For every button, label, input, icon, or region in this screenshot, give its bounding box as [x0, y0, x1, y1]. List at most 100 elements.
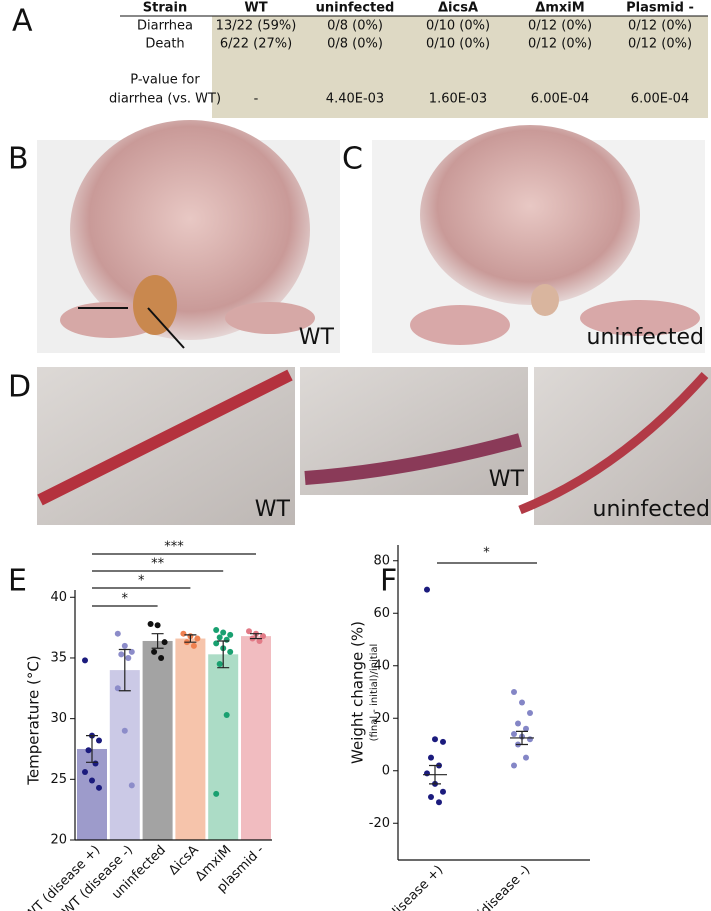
error-bar — [516, 730, 528, 746]
table-cell: 6.00E-04 — [531, 92, 589, 107]
data-point — [128, 782, 135, 789]
significance-label: * — [122, 592, 129, 607]
bar — [241, 636, 271, 840]
table-header: Strain — [143, 1, 187, 16]
data-point — [180, 630, 187, 637]
y-sublabel: (final - initial)/initial — [369, 644, 380, 742]
data-point — [428, 754, 434, 761]
data-point — [428, 794, 434, 800]
data-point — [213, 627, 220, 634]
data-point — [436, 799, 442, 806]
data-point — [220, 629, 227, 636]
table-cell: 6/22 (27%) — [220, 37, 292, 52]
table-header: uninfected — [316, 1, 395, 16]
error-bar — [250, 633, 262, 640]
error-bar — [429, 764, 441, 785]
data-point — [511, 731, 517, 737]
table-header: WT — [244, 1, 267, 16]
data-point — [527, 736, 533, 743]
data-point — [223, 712, 230, 718]
table-cell: 0/8 (0%) — [327, 19, 383, 34]
data-point — [432, 736, 438, 743]
data-point — [128, 648, 135, 655]
data-point — [523, 754, 529, 761]
table-cell: 6.00E-04 — [631, 92, 689, 107]
photo-caption: uninfected — [587, 325, 704, 350]
data-point — [190, 642, 197, 649]
significance-label: * — [483, 546, 490, 561]
y-tick-label: 20 — [373, 711, 390, 726]
data-point — [213, 790, 220, 797]
data-point — [151, 648, 158, 655]
panel-label: F — [380, 564, 397, 599]
table-cell: 0/12 (0%) — [628, 19, 692, 34]
data-point — [511, 689, 517, 695]
bar — [175, 638, 206, 840]
photo-caption: WT — [255, 497, 291, 522]
row-label: Diarrhea — [137, 19, 193, 34]
data-point — [256, 637, 263, 644]
table-cell: 13/22 (59%) — [216, 19, 297, 34]
data-point — [246, 628, 252, 635]
table-cell: 4.40E-03 — [326, 92, 384, 107]
table-header: Plasmid - — [626, 1, 694, 16]
error-bar — [151, 633, 164, 649]
data-point — [161, 639, 168, 646]
y-tick-label: 40 — [373, 658, 390, 673]
data-point — [424, 770, 430, 777]
y-tick-label: 20 — [50, 833, 67, 848]
y-tick-label: 40 — [50, 590, 67, 605]
table-cell: 0/10 (0%) — [426, 37, 490, 52]
bar — [142, 640, 173, 840]
photo-caption: WT — [299, 325, 335, 350]
panel-label: E — [8, 564, 27, 599]
x-tick-label: WT (disease +) — [365, 863, 446, 911]
table-cell: 0/12 (0%) — [628, 37, 692, 52]
error-bar — [184, 634, 197, 643]
data-point — [114, 630, 121, 637]
panel-label: A — [12, 4, 33, 39]
data-point — [519, 699, 525, 706]
row-label: diarrhea (vs. WT) — [109, 92, 221, 107]
y-tick-label: 80 — [373, 553, 390, 568]
data-point — [114, 685, 121, 692]
photo-c — [372, 125, 705, 353]
data-point — [118, 651, 125, 658]
x-tick-label: WT (disease -) — [457, 863, 534, 911]
table-cell: 0/12 (0%) — [528, 37, 592, 52]
data-point — [92, 760, 99, 767]
panel-label: C — [342, 142, 363, 177]
photo-caption: WT — [489, 467, 525, 492]
data-point — [89, 777, 95, 784]
data-point — [440, 788, 446, 795]
row-label: P-value for — [130, 73, 200, 88]
data-point — [527, 710, 533, 716]
significance-label: ** — [151, 557, 165, 572]
y-axis-label: Weight change (%) — [349, 621, 367, 764]
y-tick-label: 0 — [382, 763, 390, 778]
y-axis-label: Temperature (°C) — [25, 655, 43, 785]
data-point — [440, 738, 446, 745]
data-point — [227, 648, 234, 655]
row-label: Death — [145, 37, 184, 52]
data-point — [82, 657, 88, 664]
data-point — [125, 654, 132, 661]
significance-label: *** — [164, 540, 184, 555]
panel-label: B — [8, 142, 29, 177]
data-point — [227, 631, 234, 638]
data-point — [96, 784, 102, 791]
error-bar — [118, 648, 131, 692]
y-tick-label: 25 — [50, 772, 67, 787]
data-point — [515, 720, 521, 727]
table-header: ΔicsA — [438, 1, 478, 16]
data-point — [523, 725, 529, 732]
photo-caption: uninfected — [593, 497, 710, 522]
photo-b — [37, 120, 340, 353]
bar — [109, 670, 140, 840]
data-point — [154, 622, 161, 629]
data-point — [121, 727, 128, 734]
data-point — [213, 640, 220, 647]
y-tick-label: 60 — [373, 606, 390, 621]
data-point — [85, 747, 92, 754]
